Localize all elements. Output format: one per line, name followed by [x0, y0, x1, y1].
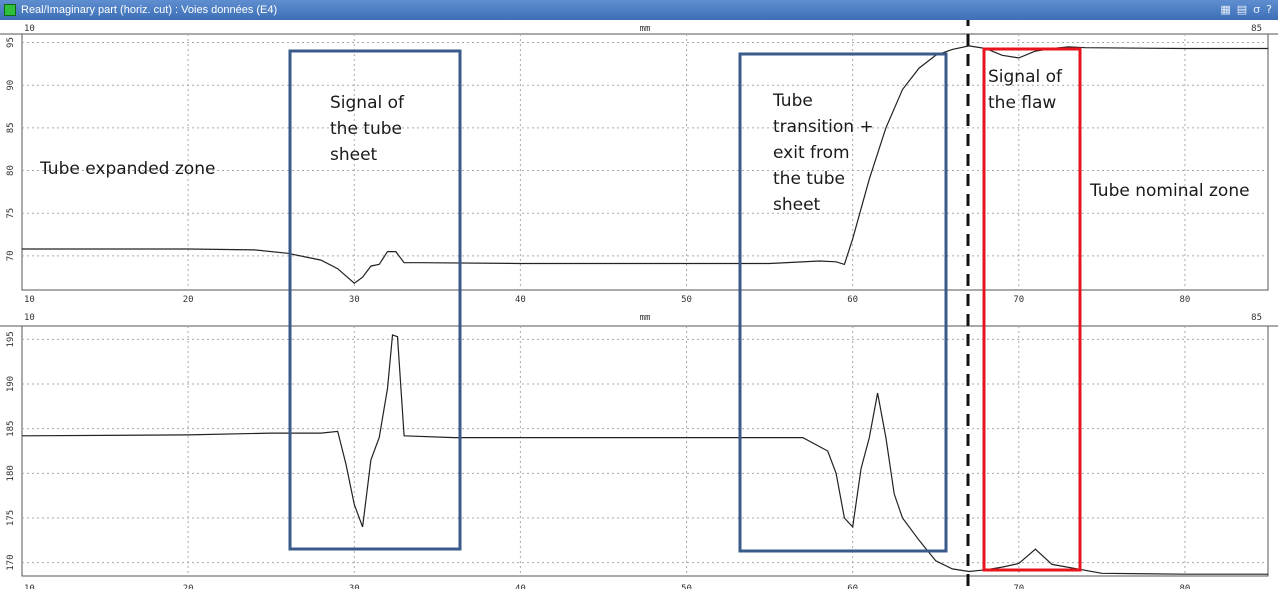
- annotation-flaw: the flaw: [988, 93, 1056, 113]
- bottom-panel-x-end-label: 85: [1251, 313, 1262, 323]
- bottom-panel-y-tick-label: 175: [6, 510, 16, 526]
- bottom-panel-y-tick-label: 185: [6, 421, 16, 437]
- annotation-transition: Tube: [772, 91, 813, 111]
- top-panel-y-tick-label: 90: [6, 80, 16, 91]
- top-panel-x-start-label: 10: [24, 24, 35, 34]
- bottom-panel-x-tick-label: 70: [1013, 584, 1024, 589]
- annotation-tube-sheet: the tube: [330, 119, 402, 139]
- bottom-panel-y-tick-label: 170: [6, 554, 16, 570]
- window-titlebar: Real/Imaginary part (horiz. cut) : Voies…: [0, 0, 1278, 20]
- bottom-panel-x-tick-label: 10: [24, 584, 35, 589]
- grid-icon[interactable]: ▦: [1220, 3, 1231, 16]
- annotation-tube-sheet: sheet: [330, 145, 378, 165]
- top-panel-x-tick-label: 80: [1180, 295, 1191, 305]
- annotation-transition: the tube: [773, 169, 845, 189]
- top-panel-x-tick-label: 40: [515, 295, 526, 305]
- top-panel-x-tick-label: 70: [1013, 295, 1024, 305]
- bottom-panel: 195 190 185 180 175 170 10 85 mm 10 20 30 40 50 60 70 80: [0, 313, 1278, 589]
- top-panel-y-tick-label: 80: [6, 165, 16, 176]
- annotation-nominal: Tube nominal zone: [1089, 181, 1250, 201]
- top-panel-x-tick-label: 60: [847, 295, 858, 305]
- bottom-panel-x-tick-label: 40: [515, 584, 526, 589]
- info-icon[interactable]: ?: [1266, 3, 1272, 16]
- bottom-panel-x-tick-label: 20: [183, 584, 194, 589]
- top-panel-x-tick-label: 30: [349, 295, 360, 305]
- bottom-panel-x-tick-label: 60: [847, 584, 858, 589]
- top-panel-y-tick-label: 70: [6, 250, 16, 261]
- window-app-icon: [4, 4, 16, 16]
- bottom-panel-y-tick-label: 190: [6, 376, 16, 392]
- annotation-flaw: Signal of: [988, 67, 1063, 87]
- signal-plot: 95 90 85 80 75 70 10 85 mm 10 20 30 40 50 60 70 80 195 190…: [0, 20, 1278, 589]
- top-panel-x-tick-label: 50: [681, 295, 692, 305]
- sigma-icon[interactable]: σ: [1253, 3, 1261, 16]
- transition-box: [738, 52, 948, 553]
- top-panel: 95 90 85 80 75 70 10 85 mm 10 20 30 40 50 60 70 80: [0, 24, 1278, 305]
- bottom-panel-y-tick-label: 195: [6, 331, 16, 347]
- top-panel-y-tick-label: 85: [6, 122, 16, 133]
- annotation-tube-sheet: Signal of: [330, 93, 405, 113]
- top-panel-y-tick-label: 75: [6, 208, 16, 219]
- bottom-panel-x-unit: mm: [640, 313, 651, 323]
- top-panel-x-tick-label: 20: [183, 295, 194, 305]
- bottom-panel-x-tick-label: 50: [681, 584, 692, 589]
- annotation-transition: transition +: [773, 117, 874, 137]
- top-panel-x-unit: mm: [640, 24, 651, 34]
- bottom-panel-x-start-label: 10: [24, 313, 35, 323]
- top-panel-x-end-label: 85: [1251, 24, 1262, 34]
- tube-sheet-box: [288, 49, 462, 551]
- top-panel-signal-line: [22, 45, 1268, 284]
- bottom-panel-x-tick-label: 80: [1180, 584, 1191, 589]
- bottom-panel-y-tick-label: 180: [6, 465, 16, 481]
- bottom-panel-signal-line: [21, 334, 1268, 575]
- window-toolbar: ▦ ▤ σ ?: [1220, 3, 1272, 16]
- top-panel-x-tick-label: 10: [24, 295, 35, 305]
- annotation-tube-expanded: Tube expanded zone: [39, 159, 215, 179]
- split-icon[interactable]: ▤: [1236, 3, 1248, 16]
- flaw-box: [982, 47, 1082, 572]
- window-title: Real/Imaginary part (horiz. cut) : Voies…: [21, 4, 278, 16]
- annotation-transition: sheet: [773, 195, 821, 215]
- annotation-transition: exit from: [773, 143, 850, 163]
- bottom-panel-x-tick-label: 30: [349, 584, 360, 589]
- top-panel-y-tick-label: 95: [6, 37, 16, 48]
